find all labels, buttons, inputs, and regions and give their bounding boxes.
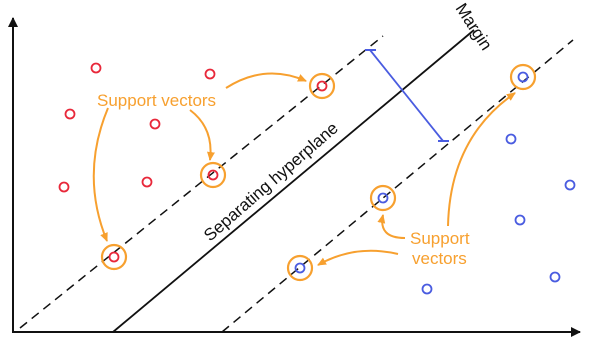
class-a-point: [141, 176, 153, 188]
class-a-points: [58, 62, 216, 193]
support-vector-ring: [199, 161, 227, 189]
lower-margin-boundary: [221, 39, 574, 333]
arrow-to-center-support-vector: [377, 214, 406, 239]
support-vector-ring: [100, 243, 128, 271]
margin-label: Margin: [452, 0, 496, 54]
margin-bracket: [365, 49, 449, 142]
arrow-to-bottom-left-support-vector: [92, 107, 109, 242]
class-b-point: [564, 179, 576, 191]
support-vectors-label-bottom-line2: vectors: [412, 249, 467, 268]
hyperplane-label: Separating hyperplane: [200, 118, 342, 245]
support-vectors-red: [100, 72, 336, 271]
class-a-point: [90, 62, 102, 74]
support-vector-point: [377, 192, 389, 204]
support-vector-ring: [308, 72, 336, 100]
support-vectors-blue: [286, 63, 537, 282]
separating-hyperplane-line: [112, 29, 475, 333]
arrow-to-top-support-vector: [225, 72, 307, 89]
arrow-to-middle-support-vector: [189, 109, 215, 161]
class-a-point: [149, 118, 161, 130]
arrow-to-right-support-vector: [447, 92, 516, 227]
class-b-point: [514, 214, 526, 226]
class-b-point: [421, 283, 433, 295]
class-a-point: [58, 181, 70, 193]
class-a-point: [204, 68, 216, 80]
class-b-point: [549, 271, 561, 283]
support-vector-point: [108, 251, 120, 263]
upper-margin-boundary: [19, 35, 384, 329]
annotation-arrows: [92, 72, 516, 266]
support-vector-ring: [369, 184, 397, 212]
class-b-points: [421, 133, 576, 295]
arrow-to-bottom-support-vector: [317, 249, 399, 266]
class-a-point: [64, 108, 76, 120]
class-b-point: [505, 133, 517, 145]
support-vector-ring: [286, 254, 314, 282]
support-vectors-label-bottom-line1: Support: [410, 229, 470, 248]
support-vectors-label-top: Support vectors: [97, 91, 216, 110]
support-vector-point: [294, 262, 306, 274]
support-vector-point: [316, 80, 328, 92]
support-vector-point: [207, 169, 219, 181]
support-vector-ring: [509, 63, 537, 91]
support-vector-point: [517, 71, 529, 83]
